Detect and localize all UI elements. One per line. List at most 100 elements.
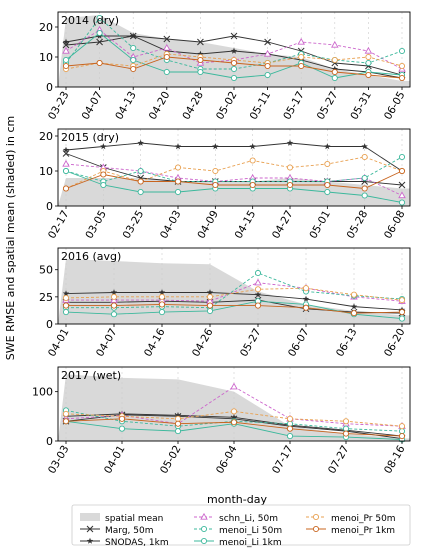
data-point-menpr1k [130, 65, 137, 73]
x-tick-label: 06-13 [334, 327, 360, 359]
y-tick-label: 0 [46, 81, 53, 94]
data-point-snodas [110, 289, 118, 296]
data-point-schn [297, 37, 305, 45]
data-point-menoi1k [158, 309, 166, 316]
data-point-menpr50 [298, 53, 305, 61]
data-point-menpr1k [398, 433, 406, 440]
data-point-menpr50 [302, 285, 310, 292]
data-point-menpr1k [361, 185, 368, 192]
data-point-menpr50 [230, 408, 238, 415]
data-point-menpr50 [212, 167, 219, 175]
data-point-menoi1k [264, 71, 271, 79]
data-point-snodas [331, 65, 339, 72]
data-point-menpr50 [286, 164, 294, 171]
x-tick-label: 05-27 [238, 327, 264, 359]
y-tick-label: 0 [46, 435, 53, 448]
data-point-menpr50 [249, 157, 256, 164]
data-point-menpr1k [197, 56, 204, 64]
data-point-marg [96, 38, 103, 46]
data-point-schn [331, 40, 339, 48]
legend: spatial mean Marg, 50m SNODAS, 1km schn_Li,… [71, 504, 411, 548]
data-point-menpr1k [398, 167, 406, 175]
data-point-menoi50 [398, 153, 406, 161]
data-point-menoi50 [286, 420, 294, 427]
data-point-menoi50 [398, 47, 406, 55]
series-line-snodas [65, 292, 403, 311]
x-tick-label: 08-16 [382, 443, 408, 476]
data-point-snodas [212, 143, 219, 150]
data-point-menpr50 [398, 297, 406, 304]
data-point-menoi1k [130, 56, 137, 64]
data-point-menpr50 [324, 160, 331, 168]
y-tick-label: 50 [39, 264, 53, 277]
x-tick-label: 06-05 [382, 90, 408, 122]
data-point-menpr1k [286, 425, 294, 432]
x-tick-label: 04-15 [233, 209, 259, 241]
data-point-marg [398, 181, 406, 189]
data-point-menoi50 [96, 14, 103, 22]
data-point-schn [163, 43, 171, 51]
x-tick-label: 06-04 [214, 443, 240, 476]
data-point-menoi1k [230, 74, 238, 82]
data-point-menoi1k [110, 311, 118, 318]
data-point-snodas [230, 413, 238, 421]
data-point-menpr50 [174, 415, 182, 422]
data-point-snodas [302, 295, 310, 302]
data-point-snodas [129, 32, 137, 39]
x-tick-label: 05-11 [248, 90, 274, 122]
data-point-menoi50 [361, 174, 368, 182]
data-point-marg [163, 35, 171, 43]
data-point-menpr1k [174, 178, 182, 185]
data-point-schn [62, 159, 70, 167]
x-tick-label: 04-28 [180, 90, 206, 122]
data-point-menpr50 [342, 418, 350, 425]
data-point-snodas [286, 139, 294, 146]
data-point-menoi50 [342, 425, 350, 432]
legend-marker [200, 512, 208, 520]
y-tick-label: 20 [39, 130, 53, 143]
y-tick-label: 0 [46, 318, 53, 331]
chart-panel-2: 0 10 20 02-17 03-05 03-25 04-03 04-09 04-15 04-27… [39, 128, 411, 241]
x-tick-label: 04-03 [158, 209, 184, 241]
data-point-menoi1k [62, 309, 70, 316]
data-point-menpr1k [158, 301, 166, 308]
data-point-menoi1k [62, 56, 70, 64]
legend-item-menpr1k: menoi_Pr 1km [306, 525, 395, 536]
data-point-menpr50 [365, 53, 372, 61]
legend-label: menoi_Li 50m [219, 526, 282, 536]
data-point-menpr1k [230, 59, 238, 67]
legend-marker [200, 537, 208, 545]
data-point-menpr1k [331, 68, 338, 76]
panel-title: 2016 (avg) [61, 250, 121, 263]
x-tick-label: 04-27 [270, 209, 296, 241]
data-point-menpr1k [254, 302, 262, 309]
data-point-menoi1k [100, 181, 107, 189]
data-point-menpr1k [324, 181, 331, 189]
data-point-menpr1k [342, 430, 350, 437]
data-point-marg [264, 38, 271, 46]
legend-marker [200, 525, 208, 533]
y-tick-label: 10 [39, 165, 53, 178]
data-point-menpr50 [398, 62, 406, 70]
x-tick-label: 03-25 [121, 209, 147, 241]
data-point-snodas [197, 50, 204, 57]
data-point-snodas [137, 139, 144, 146]
data-point-menoi50 [365, 59, 372, 67]
x-tick-label: 05-31 [348, 90, 374, 122]
spatial-mean-area [58, 178, 410, 206]
data-point-menpr1k [62, 185, 70, 192]
data-point-schn [230, 382, 238, 390]
legend-item-spatial_mean: spatial mean [80, 513, 163, 524]
data-point-menoi1k [398, 315, 406, 322]
x-axis-label: month-day [207, 493, 267, 506]
panel-title: 2015 (dry) [61, 131, 119, 144]
x-tick-label: 03-03 [46, 444, 72, 476]
data-point-menoi50 [137, 167, 144, 175]
data-point-menpr50 [350, 291, 358, 298]
data-point-marg [62, 41, 70, 49]
data-point-menpr1k [249, 181, 256, 189]
series-line-snodas [65, 142, 403, 172]
data-point-marg [230, 32, 238, 40]
series-line-menpr1k [66, 304, 403, 314]
data-point-schn [398, 191, 406, 199]
